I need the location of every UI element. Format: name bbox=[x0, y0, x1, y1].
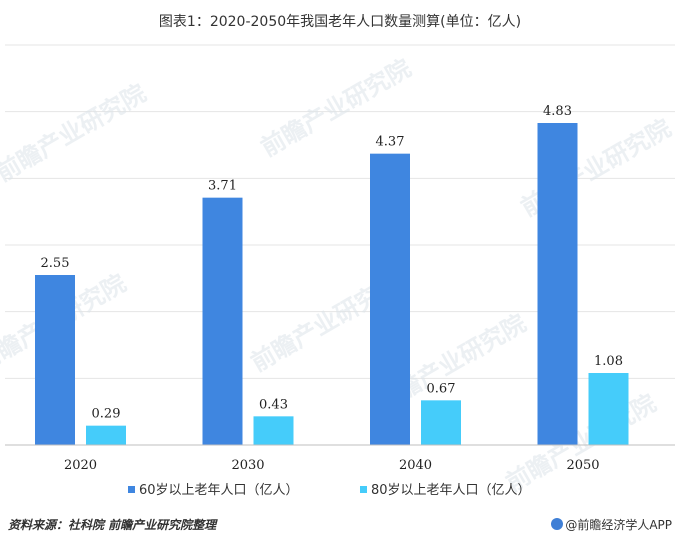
bars bbox=[35, 123, 629, 445]
value-label-s1-2020: 2.55 bbox=[41, 256, 70, 271]
bar-s1-2020 bbox=[35, 275, 75, 445]
legend-label-s1: 60岁以上老年人口（亿人） bbox=[139, 483, 299, 498]
x-tick-2030: 2030 bbox=[231, 458, 264, 473]
brand-text: @前瞻经济学人APP bbox=[565, 518, 672, 532]
source-note: 资料来源：社科院 前瞻产业研究院整理 bbox=[8, 518, 217, 532]
value-label-s2-2040: 0.67 bbox=[427, 381, 456, 396]
value-label-s2-2050: 1.08 bbox=[594, 354, 623, 369]
bar-s1-2030 bbox=[202, 197, 243, 445]
value-label-s1-2040: 4.37 bbox=[376, 135, 405, 150]
legend-swatch-s2 bbox=[360, 486, 367, 493]
watermark-text: 前瞻产业研究院 bbox=[501, 389, 660, 497]
x-tick-2020: 2020 bbox=[64, 458, 97, 473]
bar-s2-2050 bbox=[588, 373, 629, 445]
bar-s1-2050 bbox=[537, 123, 578, 445]
value-labels: 2.55 0.29 3.71 0.43 4.37 0.67 4.83 1.08 bbox=[41, 104, 623, 422]
x-tick-2050: 2050 bbox=[566, 458, 599, 473]
bar-s1-2040 bbox=[370, 153, 410, 445]
chart-title: 图表1：2020-2050年我国老年人口数量测算(单位：亿人) bbox=[159, 14, 521, 30]
watermark-text: 前瞻产业研究院 bbox=[0, 79, 151, 187]
legend-swatch-s1 bbox=[128, 486, 135, 493]
value-label-s1-2050: 4.83 bbox=[543, 104, 572, 119]
bar-s2-2030 bbox=[253, 416, 294, 445]
bar-s2-2020 bbox=[86, 425, 126, 445]
x-tick-labels: 2020 2030 2040 2050 bbox=[64, 458, 600, 473]
value-label-s2-2020: 0.29 bbox=[92, 407, 121, 422]
bar-s2-2040 bbox=[421, 400, 461, 445]
value-label-s1-2030: 3.71 bbox=[208, 179, 237, 194]
value-label-s2-2030: 0.43 bbox=[259, 397, 288, 412]
legend-label-s2: 80岁以上老年人口（亿人） bbox=[371, 483, 531, 498]
legend: 60岁以上老年人口（亿人） 80岁以上老年人口（亿人） bbox=[128, 483, 531, 498]
x-tick-2040: 2040 bbox=[399, 458, 432, 473]
brand-credit: @前瞻经济学人APP bbox=[551, 516, 672, 533]
brand-logo-icon bbox=[551, 518, 564, 530]
